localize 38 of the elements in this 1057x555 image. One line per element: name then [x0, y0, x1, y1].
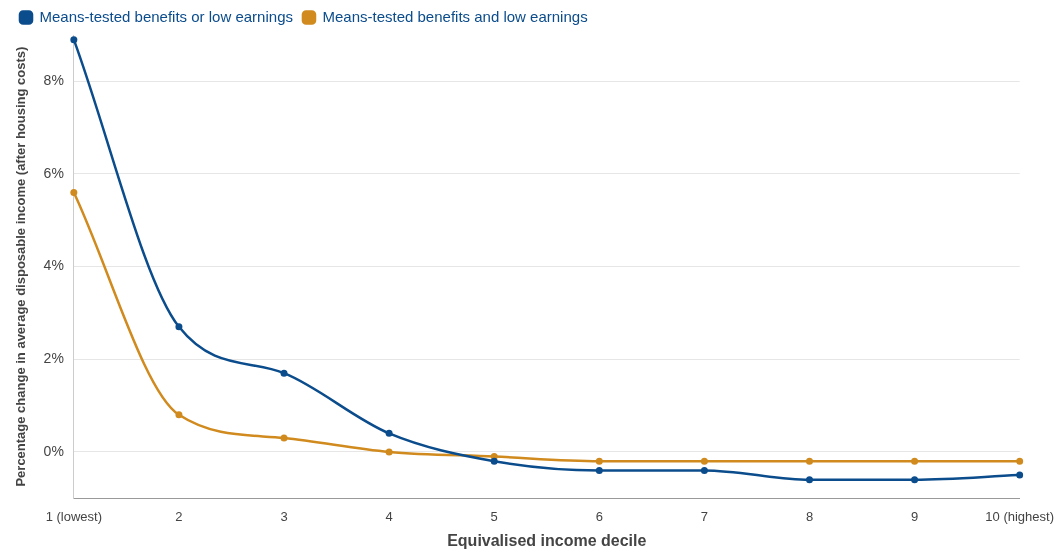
x-tick-label: 2	[175, 508, 183, 524]
point	[280, 434, 288, 442]
point	[1016, 457, 1024, 465]
y-tick-label: 4%	[43, 257, 64, 274]
point	[911, 476, 919, 484]
x-tick-label: 9	[910, 508, 919, 524]
point	[385, 448, 393, 456]
x-tick-label: 3	[280, 508, 288, 524]
point	[700, 457, 708, 465]
point	[70, 188, 78, 196]
x-axis-title: Equivalised income decile	[447, 531, 647, 549]
x-tick-label: 8	[805, 508, 814, 524]
point	[70, 36, 78, 44]
x-tick-label: 5	[490, 508, 498, 524]
y-tick-label: 8%	[43, 72, 64, 89]
point	[700, 466, 708, 474]
point	[490, 457, 498, 465]
y-tick-label: 0%	[43, 442, 64, 459]
point	[385, 429, 393, 437]
point	[805, 476, 813, 484]
x-tick-label: 4	[385, 508, 393, 524]
point	[175, 323, 183, 331]
point	[175, 411, 183, 419]
legend-label: Means-tested benefits and low earnings	[322, 7, 588, 25]
y-axis-title: Percentage change in average disposable income (after housing costs)	[13, 46, 29, 487]
point	[280, 369, 288, 377]
x-tick-label: 6	[595, 508, 603, 524]
x-tick-label: 1 (lowest)	[45, 508, 103, 524]
legend-label: Means-tested benefits or low earnings	[39, 7, 293, 25]
point	[805, 457, 813, 465]
y-tick-label: 2%	[43, 350, 64, 367]
point	[1016, 471, 1024, 479]
y-tick-label: 6%	[43, 164, 64, 181]
x-tick-label: 7	[700, 508, 709, 524]
x-tick-label: 10 (highest)	[985, 508, 1054, 524]
point	[595, 466, 603, 474]
point	[595, 457, 603, 465]
point	[911, 457, 919, 465]
